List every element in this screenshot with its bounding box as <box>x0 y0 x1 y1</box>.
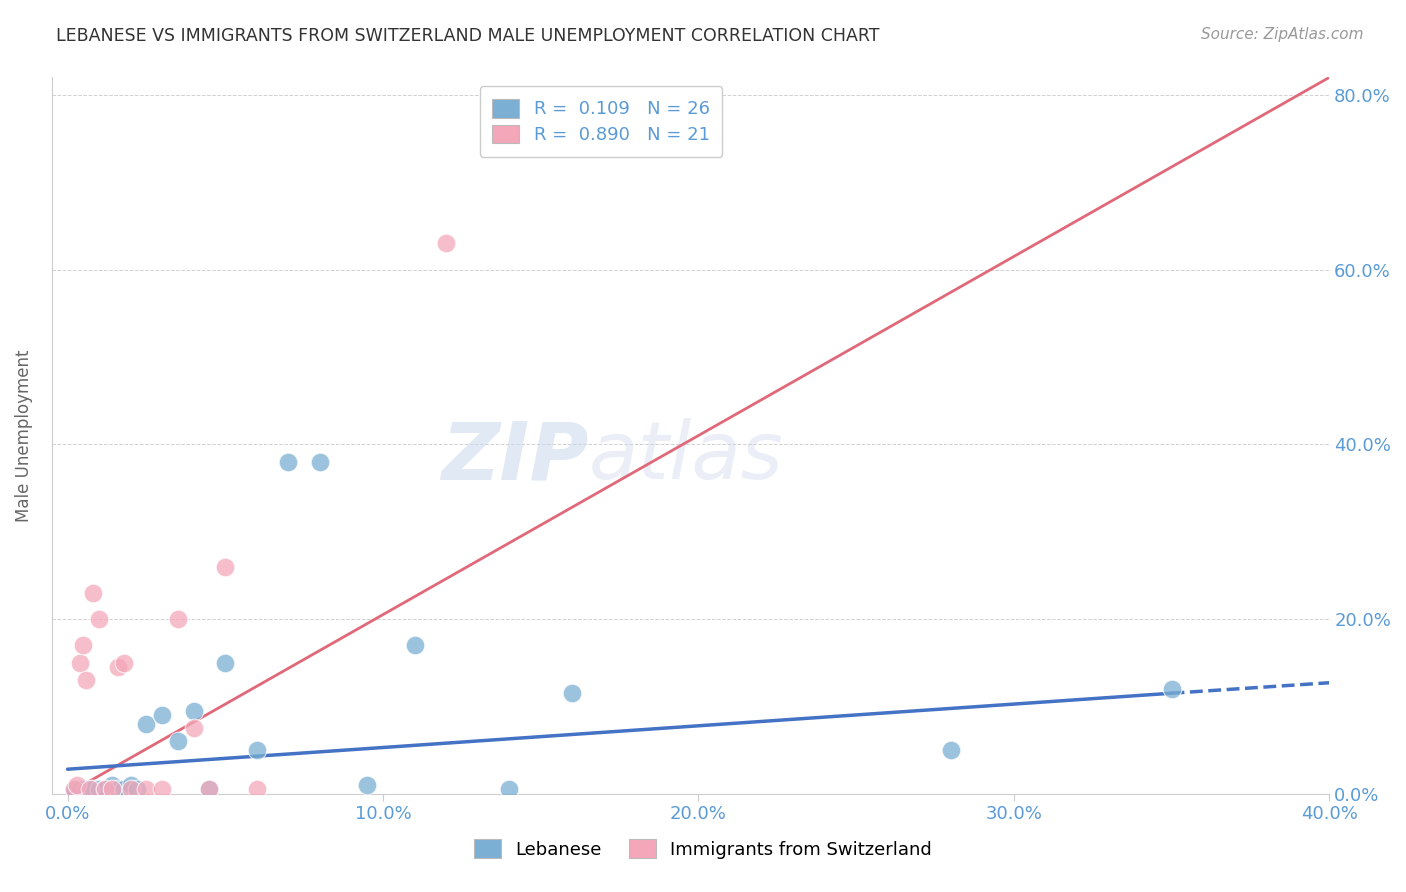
Point <box>75 782 97 797</box>
Point <box>150 708 173 723</box>
Point <box>246 743 269 757</box>
Point <box>404 638 426 652</box>
Point <box>498 782 520 797</box>
Text: ZIP: ZIP <box>441 418 588 496</box>
Point <box>79 782 101 797</box>
Point <box>100 778 122 792</box>
Text: atlas: atlas <box>588 418 783 496</box>
Point <box>100 782 122 797</box>
Point <box>198 782 221 797</box>
Point <box>82 586 104 600</box>
Point <box>63 782 86 797</box>
Point <box>246 782 269 797</box>
Point <box>94 782 117 797</box>
Legend: Lebanese, Immigrants from Switzerland: Lebanese, Immigrants from Switzerland <box>463 829 943 870</box>
Point <box>150 782 173 797</box>
Point <box>69 656 91 670</box>
Point <box>277 455 299 469</box>
Point <box>112 656 135 670</box>
Point <box>82 782 104 797</box>
Point <box>135 716 157 731</box>
Point <box>214 656 236 670</box>
Point <box>939 743 962 757</box>
Point <box>87 782 110 797</box>
Point <box>107 660 129 674</box>
Point <box>356 778 378 792</box>
Point <box>167 734 190 748</box>
Point <box>135 782 157 797</box>
Point <box>75 673 97 687</box>
Point <box>183 721 205 735</box>
Legend: R =  0.109   N = 26, R =  0.890   N = 21: R = 0.109 N = 26, R = 0.890 N = 21 <box>479 87 723 157</box>
Point <box>183 704 205 718</box>
Point <box>214 559 236 574</box>
Point <box>167 612 190 626</box>
Point <box>125 782 148 797</box>
Point <box>112 782 135 797</box>
Text: LEBANESE VS IMMIGRANTS FROM SWITZERLAND MALE UNEMPLOYMENT CORRELATION CHART: LEBANESE VS IMMIGRANTS FROM SWITZERLAND … <box>56 27 880 45</box>
Point <box>1160 681 1182 696</box>
Point <box>72 638 94 652</box>
Point <box>63 782 86 797</box>
Point <box>120 778 142 792</box>
Point <box>434 236 457 251</box>
Point <box>309 455 332 469</box>
Point <box>69 782 91 797</box>
Point <box>94 782 117 797</box>
Point <box>87 612 110 626</box>
Y-axis label: Male Unemployment: Male Unemployment <box>15 350 32 522</box>
Point <box>120 782 142 797</box>
Point <box>198 782 221 797</box>
Text: Source: ZipAtlas.com: Source: ZipAtlas.com <box>1201 27 1364 42</box>
Point <box>561 686 583 700</box>
Point <box>107 782 129 797</box>
Point <box>66 778 89 792</box>
